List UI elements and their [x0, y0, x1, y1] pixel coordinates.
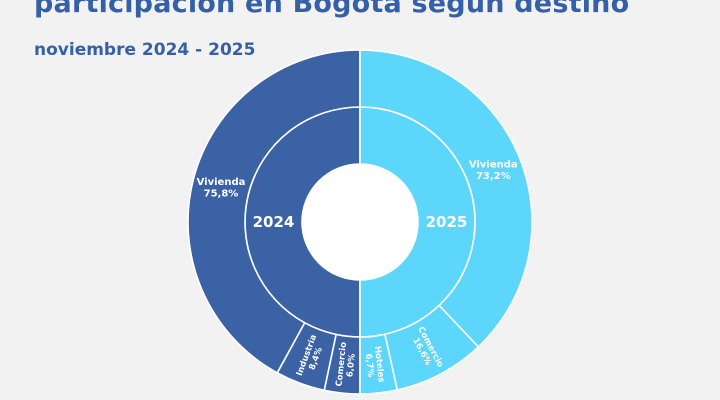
segment-category: Comercio — [334, 341, 349, 387]
segment-2025-hoteles — [359, 333, 399, 395]
chart-title: participación en Bogotá según destino — [34, 0, 630, 19]
segment-label-2024-comercio: Comercio6,0% — [334, 341, 358, 388]
segment-value: 73,2% — [476, 171, 511, 182]
segment-2025-vivienda — [359, 49, 533, 348]
chart-rings — [187, 49, 533, 395]
year-label-2025: 2025 — [426, 213, 468, 231]
segment-category: Hoteles — [372, 346, 386, 383]
segment-label-2025-hoteles: Hoteles6,7% — [362, 346, 386, 384]
segment-category: Vivienda — [469, 159, 518, 170]
year-label-2024: 2024 — [253, 213, 295, 231]
segment-value: 6,0% — [345, 353, 357, 378]
chart-subtitle: noviembre 2024 - 2025 — [34, 40, 256, 60]
segment-label-2025-vivienda: Vivienda 73,2% — [469, 159, 518, 182]
segment-value: 75,8% — [204, 188, 239, 199]
center-hole — [302, 164, 418, 280]
segment-value: 6,7% — [363, 353, 376, 378]
segment-category: Vivienda — [197, 177, 246, 188]
segment-2024-vivienda — [187, 49, 361, 374]
segment-label-2024-vivienda: Vivienda 75,8% — [197, 177, 246, 200]
